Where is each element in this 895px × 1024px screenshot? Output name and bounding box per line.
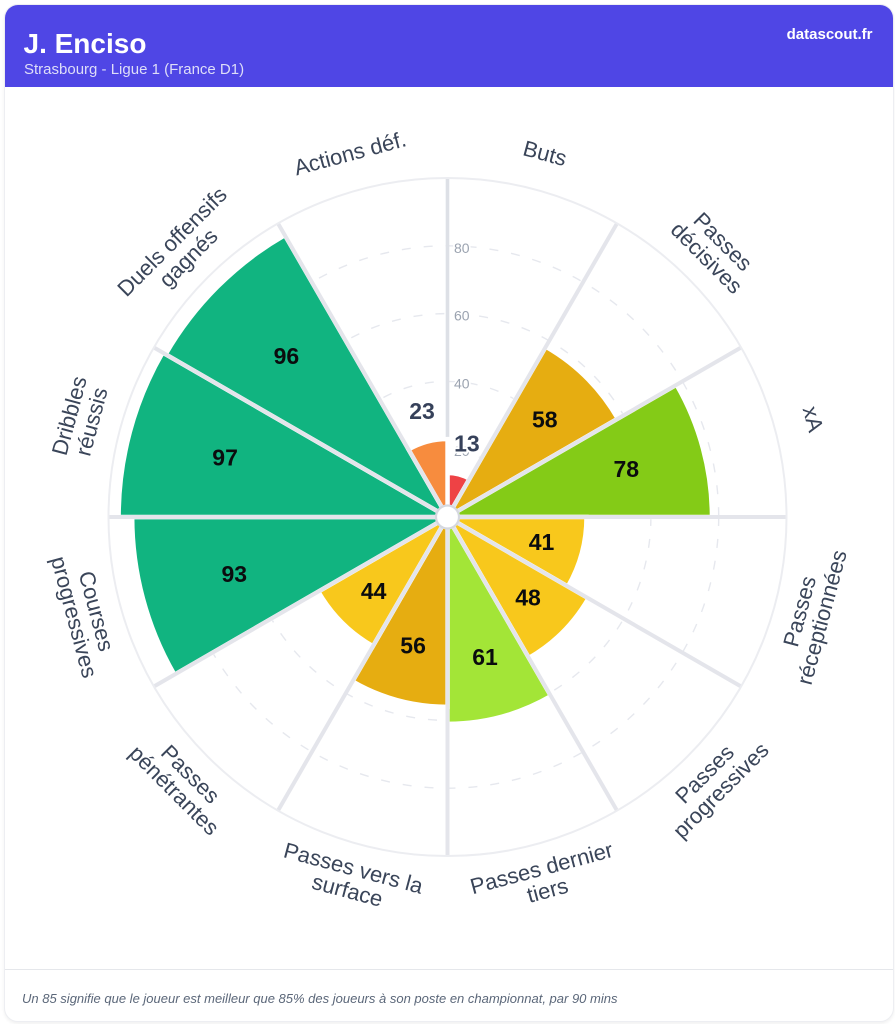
svg-text:40: 40 — [454, 375, 470, 391]
svg-text:44: 44 — [361, 578, 387, 604]
svg-text:80: 80 — [454, 240, 470, 256]
svg-text:Passesréceptionnées: Passesréceptionnées — [770, 541, 852, 687]
svg-text:Passesdécisives: Passesdécisives — [666, 201, 764, 299]
svg-text:xA: xA — [798, 403, 829, 435]
svg-text:58: 58 — [532, 407, 558, 433]
svg-text:78: 78 — [614, 456, 640, 482]
svg-text:Buts: Buts — [520, 136, 569, 172]
svg-text:Actions déf.: Actions déf. — [291, 126, 409, 180]
svg-text:61: 61 — [472, 644, 498, 670]
svg-text:13: 13 — [454, 431, 480, 457]
svg-text:Passes derniertiers: Passes derniertiers — [467, 837, 621, 921]
svg-text:20: 20 — [454, 443, 470, 459]
svg-text:Passespénétrantes: Passespénétrantes — [124, 724, 240, 840]
svg-text:41: 41 — [529, 529, 555, 555]
svg-text:Dribblesréussis: Dribblesréussis — [47, 373, 114, 463]
svg-text:96: 96 — [274, 343, 300, 369]
svg-text:56: 56 — [400, 632, 426, 658]
svg-text:Passesprogressives: Passesprogressives — [652, 721, 774, 843]
svg-text:23: 23 — [409, 398, 435, 424]
svg-text:93: 93 — [222, 561, 248, 587]
svg-text:97: 97 — [212, 444, 238, 470]
svg-text:48: 48 — [515, 585, 541, 611]
svg-text:Passes vers lasurface: Passes vers lasurface — [275, 838, 426, 922]
svg-text:60: 60 — [454, 308, 470, 324]
